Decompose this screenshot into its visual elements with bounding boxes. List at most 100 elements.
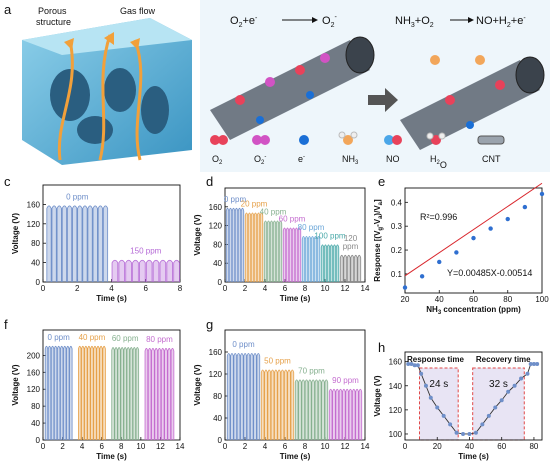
segment-label: 50 ppm (264, 357, 291, 366)
y-axis-label: Voltage (V) (373, 375, 382, 417)
x-tick-label: 0 (41, 442, 46, 451)
y-tick-label: 0.3 (391, 222, 403, 231)
x-tick-label: 14 (176, 442, 185, 451)
y-tick-label: 80 (213, 240, 222, 249)
x-tick-label: 80 (503, 295, 512, 304)
y-tick-label: 0.2 (391, 246, 403, 255)
x-tick-label: 0 (223, 442, 228, 451)
chart-e: e 20 40 60 80 100 0.1 0.2 0.3 0.4 NH3 concentratio… (373, 174, 549, 316)
data-point (531, 362, 536, 367)
reaction-arrow-head (312, 17, 318, 23)
panel-h-label: h (378, 340, 385, 355)
y-tick-label: 0 (218, 278, 223, 287)
y-axis-label: Voltage (V) (193, 364, 202, 406)
y-tick-label: 40 (31, 259, 40, 268)
x-tick-label: 10 (136, 442, 145, 451)
x-tick-label: 14 (361, 284, 370, 293)
y-tick-label: 80 (31, 239, 40, 248)
x-tick-label: 2 (243, 284, 248, 293)
x-tick-label: 14 (361, 442, 370, 451)
x-axis-label: NH3 concentration (ppm) (426, 305, 521, 316)
data-point (505, 216, 510, 222)
legend-atom (350, 131, 358, 139)
legend-label-electron: e- (298, 154, 305, 164)
porous-label-line2: structure (36, 17, 71, 27)
x-tick-label: 12 (341, 284, 350, 293)
data-point (522, 204, 528, 210)
y-axis-label: Voltage (V) (11, 213, 20, 255)
axes-frame (404, 351, 543, 441)
data-point (535, 362, 540, 367)
y-tick-label: 40 (213, 259, 222, 268)
data-point (412, 363, 417, 368)
data-point (448, 422, 453, 427)
y-tick-label: 120 (389, 406, 403, 415)
segment-label: 90 ppm (332, 376, 359, 385)
legend-atom (252, 135, 262, 145)
y-tick-label: 120 (27, 385, 41, 394)
pulse-train (44, 345, 73, 440)
segment-label: 120 (344, 234, 358, 243)
x-tick-label: 12 (156, 442, 165, 451)
x-axis-label: Time (s) (96, 452, 127, 461)
data-point (528, 362, 533, 367)
x-tick-label: 4 (263, 442, 268, 451)
pulse-train (339, 254, 362, 282)
x-tick-label: 4 (263, 284, 268, 293)
legend-atom (343, 135, 353, 145)
cnt-mechanism-illustration: O2+e- O2- NH3+O2 NO+H2+e- O2 O2- e- NH3 NO H2… (200, 0, 550, 172)
x-axis-label: Time (s) (458, 452, 489, 461)
data-point (415, 363, 420, 368)
panel-a-label: a (4, 2, 12, 17)
y-tick-label: 160 (209, 348, 223, 357)
pulse-train (301, 236, 321, 282)
segment-label: ppm (343, 242, 359, 251)
legend-label-NO: NO (386, 154, 400, 164)
x-tick-label: 100 (535, 295, 549, 304)
x-tick-label: 20 (433, 442, 442, 451)
pulse-train (111, 259, 180, 282)
gas-flow-label: Gas flow (120, 6, 156, 16)
x-tick-label: 6 (99, 442, 104, 451)
legend-atom (426, 132, 434, 140)
data-point (486, 413, 491, 418)
x-tick-label: 6 (283, 442, 288, 451)
pulse-train (111, 347, 140, 440)
legend-label-NH3: NH3 (342, 154, 359, 166)
data-point (428, 395, 433, 400)
legend-label-O2: O2 (212, 154, 223, 166)
fit-equation-label: Y=0.00485X-0.00514 (447, 268, 532, 278)
segment-label: 60 ppm (279, 215, 306, 224)
y-tick-label: 40 (31, 419, 40, 428)
gas-flow-arrow (98, 34, 112, 161)
porous-label-line1: Porous (38, 6, 67, 16)
y-tick-label: 0 (36, 436, 41, 445)
data-point (506, 389, 511, 394)
y-axis-label: Response [(Vg-Va)/Va] (373, 199, 384, 282)
panel-g-label: g (206, 317, 213, 332)
legend-atom (260, 135, 270, 145)
y-tick-label: 160 (27, 200, 41, 209)
segment-label: 60 ppm (112, 334, 139, 343)
pulse-train (46, 205, 109, 282)
data-point (525, 371, 530, 376)
pulse-train (263, 220, 283, 282)
segment-label: 0 ppm (66, 192, 89, 201)
data-point (441, 413, 446, 418)
data-point (461, 431, 466, 436)
species-legend: O2 O2- e- NH3 NO H2O CNT (210, 131, 505, 170)
x-tick-label: 4 (80, 442, 85, 451)
data-point (519, 376, 524, 381)
y-tick-label: 0 (36, 278, 41, 287)
panel-d-label: d (206, 174, 213, 189)
x-tick-label: 0 (223, 284, 228, 293)
data-point (406, 362, 411, 367)
y-tick-label: 160 (209, 203, 223, 212)
panel-e-label: e (378, 174, 385, 189)
y-axis-label: Voltage (V) (193, 214, 202, 256)
segment-label: 40 ppm (260, 207, 287, 216)
pulse-train (78, 345, 106, 440)
equation-1-product: O2- (322, 14, 337, 29)
x-axis-label: Time (s) (96, 294, 127, 303)
